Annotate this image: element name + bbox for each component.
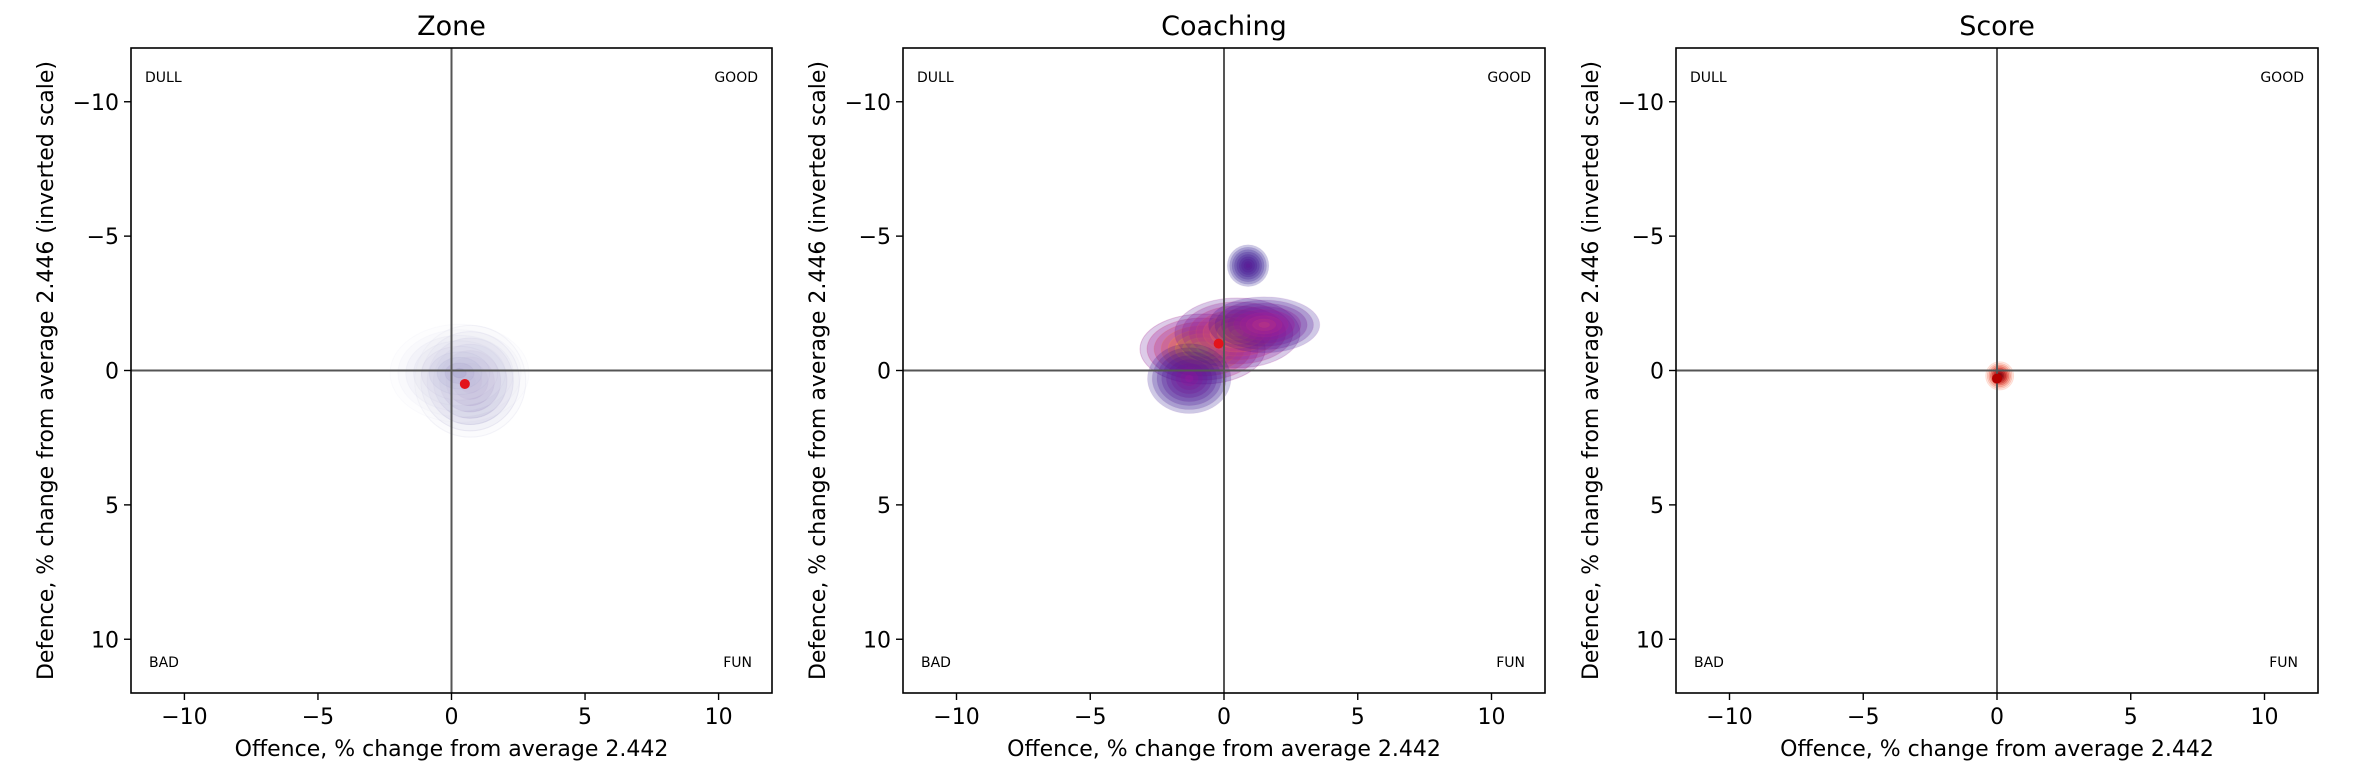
density-contour — [1156, 351, 1223, 407]
density-contour — [428, 351, 491, 395]
x-tick-label: −10 — [161, 705, 207, 730]
chart-title: Coaching — [1161, 11, 1287, 42]
density-contour — [405, 334, 514, 412]
density-contour — [1246, 263, 1251, 268]
y-tick-label: −10 — [1618, 91, 1664, 116]
density-contour — [1214, 299, 1314, 351]
chart-title: Zone — [417, 11, 486, 42]
density-blob — [1227, 244, 1269, 287]
x-tick-label: −5 — [302, 705, 334, 730]
density-contour — [1245, 315, 1283, 335]
mean-point — [1992, 373, 2002, 384]
x-axis-label: Offence, % change from average 2.442 — [235, 737, 669, 762]
y-tick-label: 5 — [877, 494, 891, 519]
quadrant-label-top-right: GOOD — [2260, 70, 2304, 86]
mean-point — [459, 378, 470, 389]
density-contour — [1151, 347, 1227, 411]
density-contour — [1238, 256, 1258, 275]
y-axis-label: Defence, % change from average 2.446 (in… — [1579, 61, 1604, 680]
density-contour — [1230, 329, 1244, 337]
quadrant-label-top-right: GOOD — [1487, 70, 1531, 86]
chart-title: Score — [1959, 11, 2035, 42]
density-contour — [1146, 343, 1232, 414]
y-tick-label: 10 — [91, 628, 119, 653]
quadrant-label-top-right: GOOD — [714, 70, 758, 86]
density-contour — [420, 345, 499, 401]
y-tick-label: 5 — [105, 494, 119, 519]
density-contour — [1165, 358, 1213, 399]
y-tick-label: 5 — [1650, 494, 1664, 519]
density-contour — [1243, 261, 1253, 271]
density-blob — [1174, 297, 1301, 369]
quadrant-label-top-left: DULL — [917, 70, 954, 86]
density-contour — [1184, 374, 1194, 383]
y-tick-label: −5 — [1632, 225, 1664, 250]
y-tick-label: 0 — [877, 360, 891, 385]
density-contour — [1234, 251, 1262, 280]
density-contour — [1220, 302, 1308, 347]
quadrant-label-top-left: DULL — [1690, 70, 1727, 86]
quadrant-label-bottom-left: BAD — [149, 655, 179, 671]
subplot-coaching: −10 −5 0 5 10 −10 −5 0 5 10 DULL GOOD BAD FUN Coaching… — [806, 11, 1546, 762]
x-tick-label: 10 — [1478, 705, 1506, 730]
density-blob — [389, 323, 530, 423]
density-contour — [1233, 308, 1296, 341]
y-tick-label: 0 — [105, 360, 119, 385]
x-tick-label: 5 — [2124, 705, 2138, 730]
subplot-score: −10 −5 0 5 10 −10 −5 0 5 10 DULL GOOD BAD FUN Score Off… — [1579, 11, 2319, 762]
y-axis-label: Defence, % change from average 2.446 (in… — [806, 61, 831, 680]
quadrant-label-bottom-right: FUN — [723, 655, 752, 671]
density-contour — [389, 323, 530, 423]
x-tick-label: 5 — [578, 705, 592, 730]
density-contour — [1175, 366, 1204, 391]
x-tick-label: 0 — [1217, 705, 1231, 730]
density-contour — [397, 329, 522, 418]
y-tick-label: 10 — [863, 628, 891, 653]
y-tick-label: −5 — [87, 225, 119, 250]
y-tick-label: 10 — [1636, 628, 1664, 653]
density-contour — [1227, 244, 1269, 287]
quadrant-label-bottom-right: FUN — [1496, 655, 1525, 671]
x-tick-label: −5 — [1847, 705, 1879, 730]
density-contour — [1226, 305, 1302, 344]
density-contour — [1207, 296, 1321, 354]
density-contour — [1239, 312, 1289, 338]
density-contour — [436, 356, 483, 390]
x-tick-label: 5 — [1351, 705, 1365, 730]
y-tick-label: −10 — [73, 91, 119, 116]
x-tick-label: 10 — [2251, 705, 2279, 730]
x-axis-label: Offence, % change from average 2.442 — [1007, 737, 1441, 762]
density-contour — [1231, 249, 1265, 282]
x-tick-label: −10 — [933, 705, 979, 730]
density-blob — [1146, 343, 1232, 414]
x-tick-label: 0 — [1990, 705, 2004, 730]
x-tick-label: −5 — [1074, 705, 1106, 730]
y-tick-label: 0 — [1650, 360, 1664, 385]
quadrant-label-bottom-right: FUN — [2269, 655, 2298, 671]
y-tick-label: −10 — [845, 91, 891, 116]
mean-point — [1213, 338, 1224, 349]
quadrant-label-bottom-left: BAD — [921, 655, 951, 671]
density-contour — [1258, 321, 1270, 328]
subplot-zone: −10 −5 0 5 10 −10 −5 0 5 10 DULL GOOD BAD FUN Zone Offe… — [34, 11, 773, 762]
y-axis-label: Defence, % change from average 2.446 (in… — [34, 61, 59, 680]
density-contour — [413, 340, 506, 407]
x-axis-label: Offence, % change from average 2.442 — [1780, 737, 2214, 762]
density-contour — [1161, 354, 1218, 403]
density-contour — [1229, 247, 1267, 285]
density-contour — [1241, 258, 1255, 273]
x-tick-label: −10 — [1706, 705, 1752, 730]
density-contour — [1196, 345, 1210, 353]
x-tick-label: 10 — [705, 705, 733, 730]
y-tick-label: −5 — [859, 225, 891, 250]
density-contour — [1251, 318, 1277, 332]
quadrant-label-top-left: DULL — [145, 70, 182, 86]
quadrant-label-bottom-left: BAD — [1694, 655, 1724, 671]
density-blob — [1207, 296, 1321, 354]
x-tick-label: 0 — [445, 705, 459, 730]
density-contour — [1236, 254, 1260, 278]
